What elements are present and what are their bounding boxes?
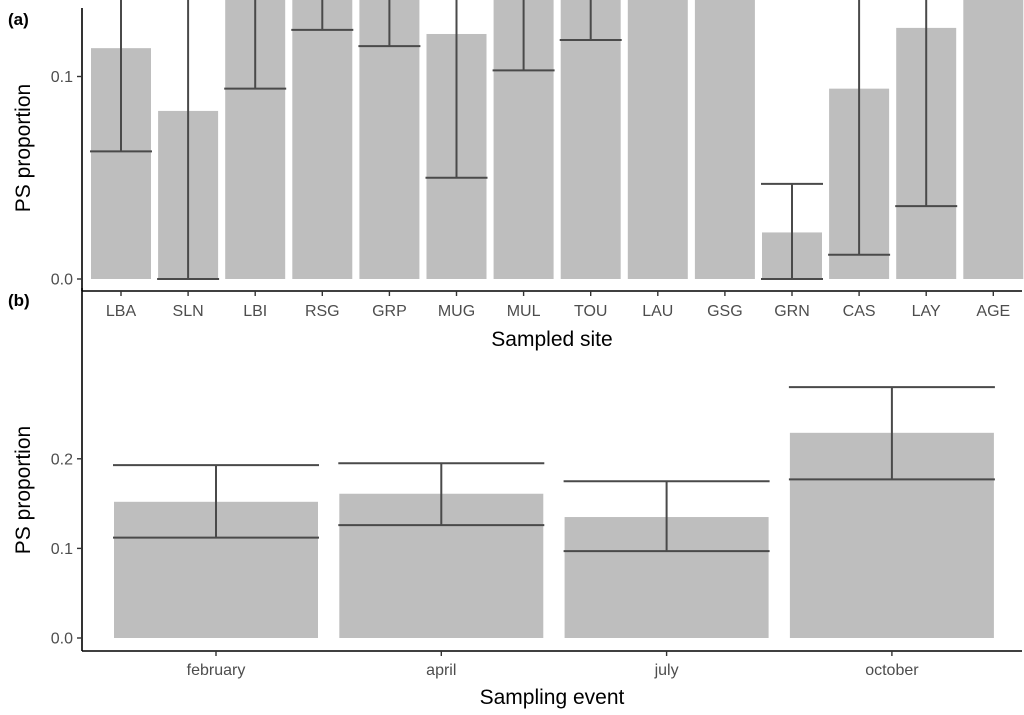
x-tick-label: july [654,662,679,679]
bar-lau [627,0,688,279]
x-tick-label: LAU [642,303,673,320]
panel-b-events-chart: (b) 0.0 0.1 0.2 february april july october Samp… [8,288,1022,709]
x-tick-label: february [187,662,246,679]
panel-label: (b) [8,291,30,310]
y-tick-label: 0.1 [51,541,73,558]
x-tick-label: MUG [438,303,475,320]
panel-a-sites-chart: (a)0.00.10.20.3LBASLNLBIRSGGRPMUGMULTOUL… [8,0,1024,351]
x-tick-label: LBA [106,303,137,320]
x-tick-label: MUL [507,303,541,320]
x-tick-label: SLN [173,303,204,320]
x-tick-label: RSG [305,303,340,320]
x-tick-label: AGE [976,303,1010,320]
y-tick-label: 0.2 [51,451,73,468]
panel-label: (a) [8,10,29,29]
bar-gsg [694,0,755,280]
x-tick-label: GRP [372,303,407,320]
y-axis-title: PS proportion [12,84,35,212]
x-axis-title: Sampling event [480,686,625,709]
y-tick-label: 0.0 [51,272,73,289]
bar-tou [560,0,621,280]
x-tick-label: TOU [574,303,607,320]
x-tick-label: april [426,662,456,679]
y-tick-label: 0.1 [51,69,73,86]
bar-rsg [292,0,353,279]
x-tick-label: LAY [912,303,941,320]
bar-age [963,0,1024,279]
x-axis-title: Sampled site [491,328,612,351]
x-tick-label: october [865,662,919,679]
x-tick-label: LBI [243,303,267,320]
x-tick-label: GRN [774,303,810,320]
y-axis-title: PS proportion [12,426,35,554]
y-tick-label: 0.0 [51,631,73,648]
x-tick-label: GSG [707,303,743,320]
x-tick-label: CAS [843,303,876,320]
